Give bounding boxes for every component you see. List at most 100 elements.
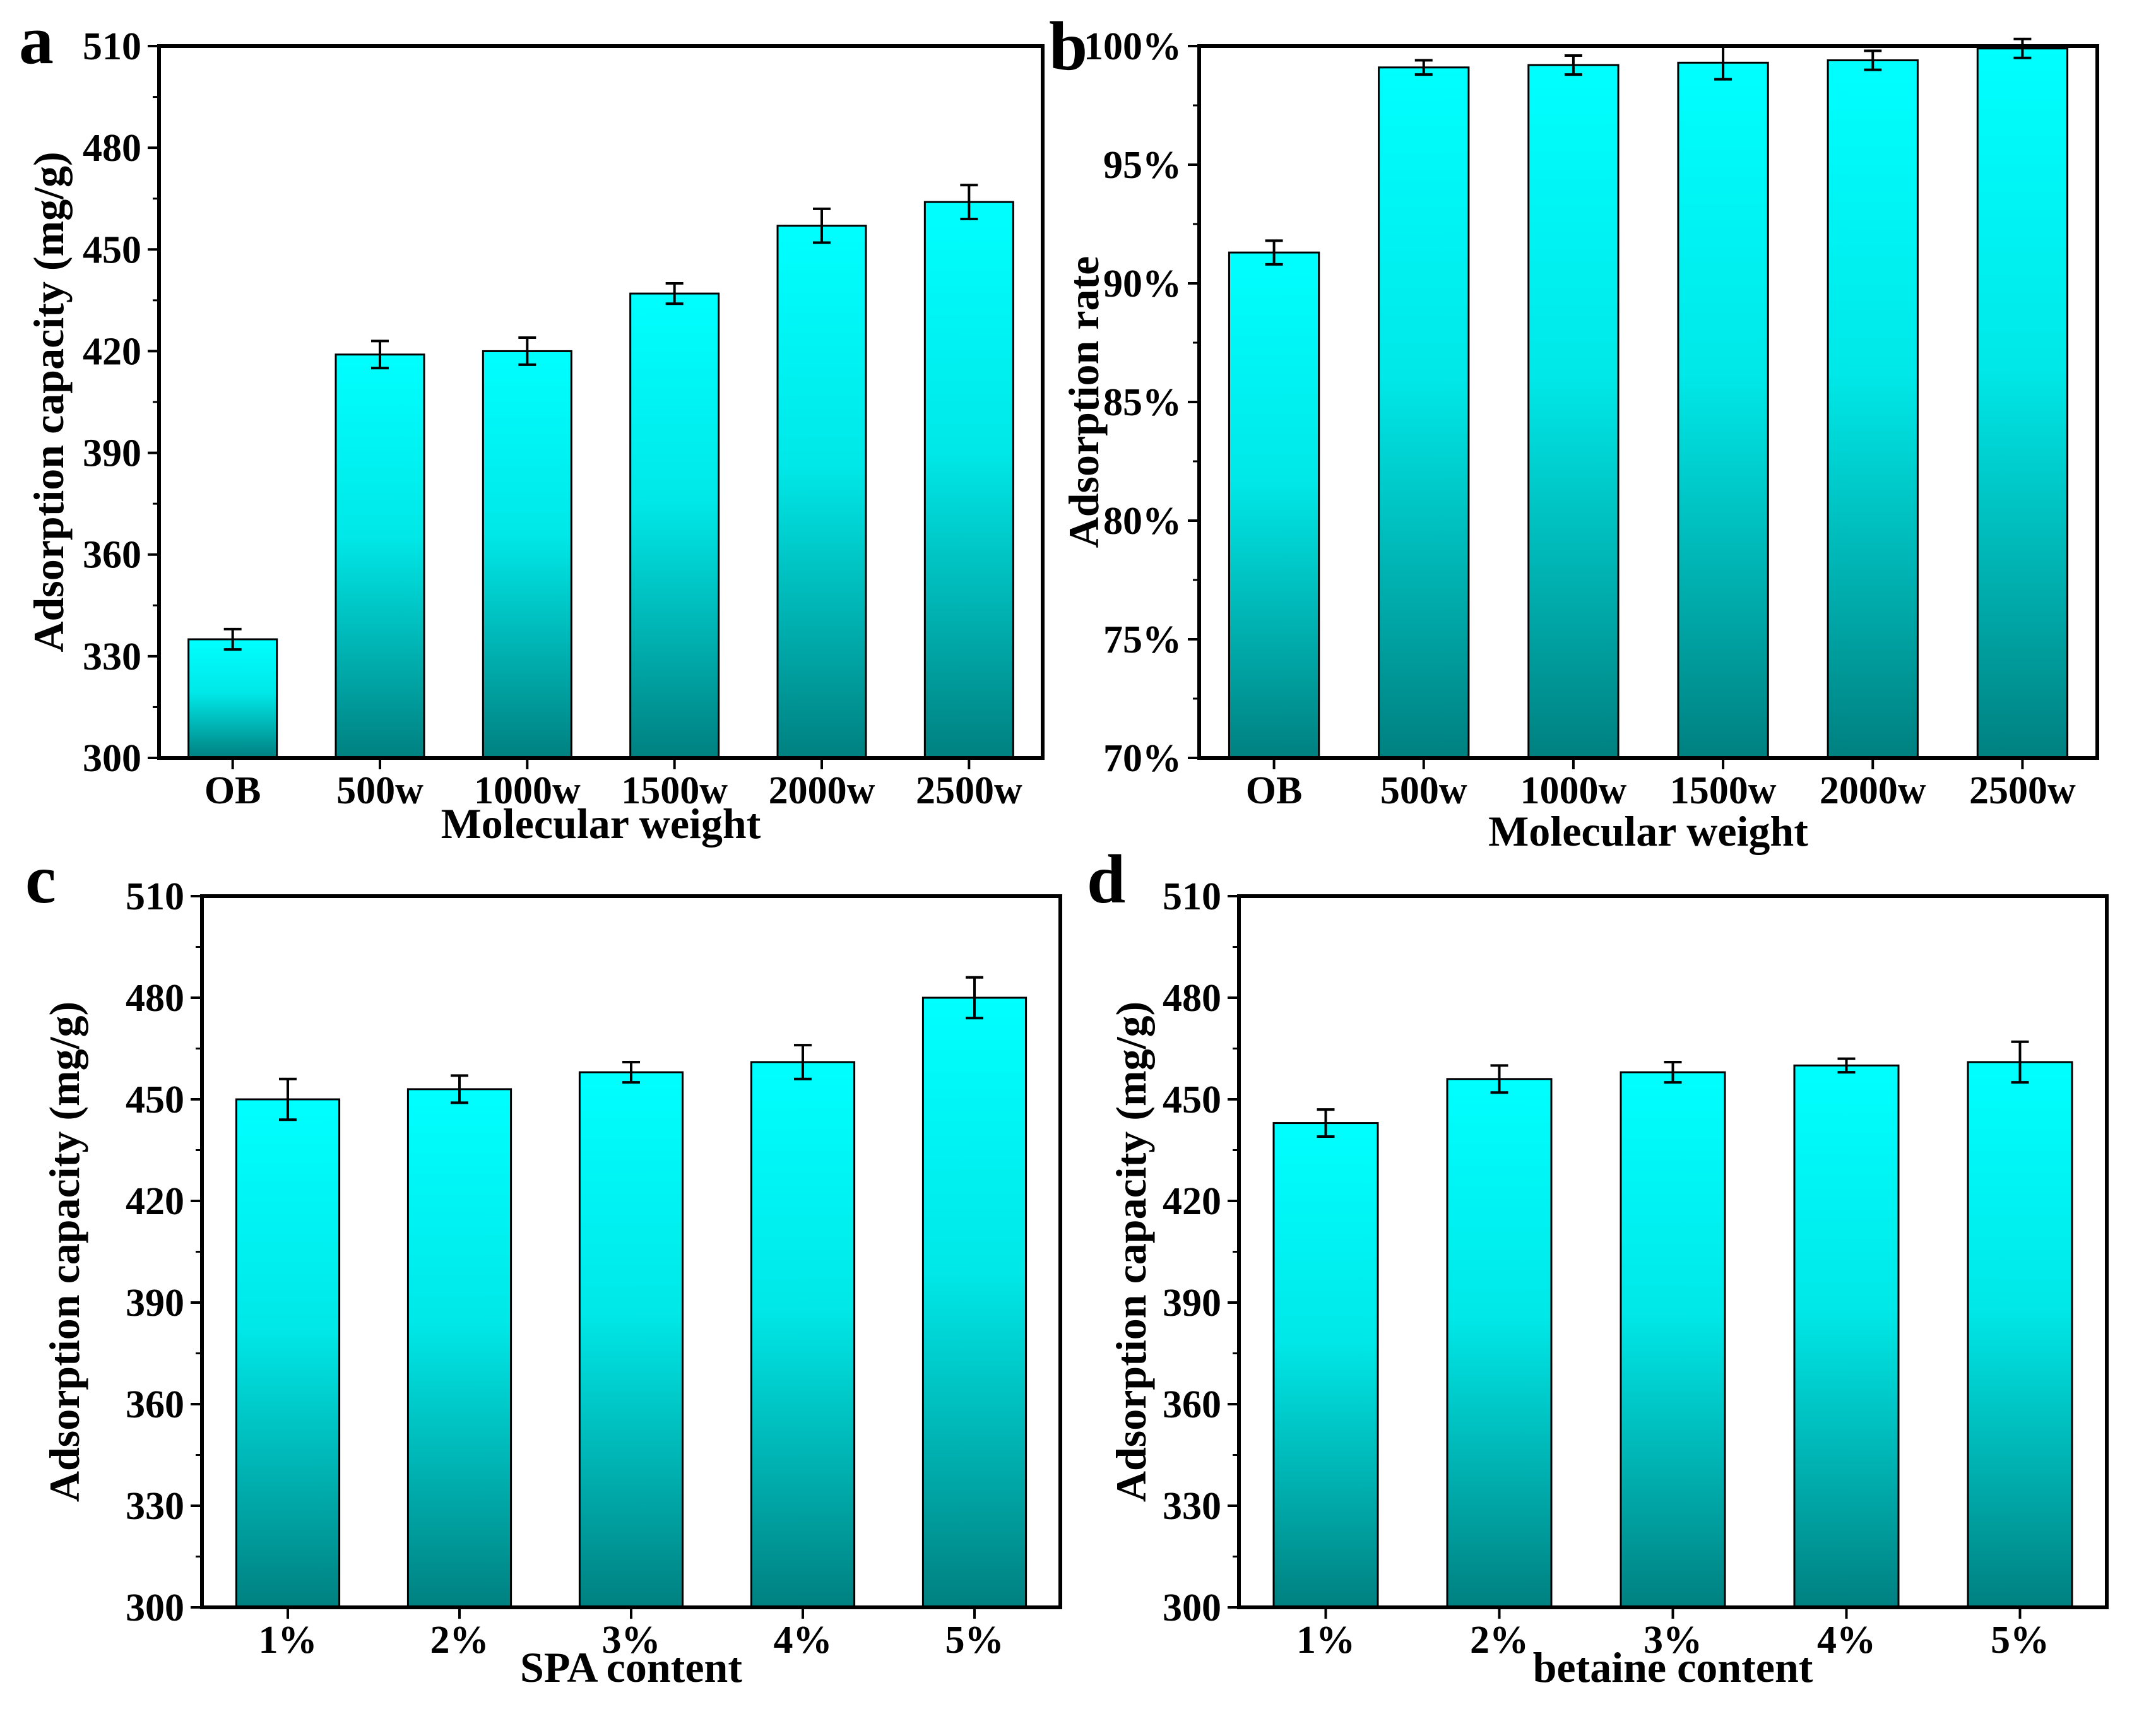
y-tick-label: 85% xyxy=(1103,381,1182,424)
error-bar-d-2 xyxy=(1664,1060,1682,1084)
x-axis-title: Molecular weight xyxy=(441,800,761,848)
y-axis-title: Adsorption rate xyxy=(1060,256,1108,548)
error-bar-a-1 xyxy=(371,340,389,370)
bar-c-1 xyxy=(406,1088,512,1609)
bar-c-4 xyxy=(921,996,1028,1609)
error-bar-a-4 xyxy=(813,207,831,244)
y-tick-label: 360 xyxy=(1163,1383,1221,1426)
y-tick-label: 390 xyxy=(1163,1282,1221,1325)
y-tick-label: 100% xyxy=(1084,25,1182,68)
x-axis-title: SPA content xyxy=(520,1643,742,1691)
bar-b-5 xyxy=(1976,47,2069,759)
error-bar-c-2 xyxy=(622,1060,640,1084)
x-tick-label: 1% xyxy=(259,1619,317,1662)
y-tick-label: 330 xyxy=(1163,1485,1221,1528)
x-tick-label: 5% xyxy=(1991,1619,2049,1662)
chart-panel-a: OB 500w 1000w 1500w 2000w 2500w 300 330 360 390 42… xyxy=(19,1,1045,848)
y-tick-label: 80% xyxy=(1103,500,1182,543)
error-bar-b-0 xyxy=(1265,239,1283,266)
error-bar-b-4 xyxy=(1864,49,1882,71)
bar-a-2 xyxy=(482,350,572,759)
y-tick-label: 390 xyxy=(83,432,141,475)
chart-panel-b: OB 500w 1000w 1500w 2000w 2500w 70% 75% 80% 85% 90… xyxy=(1049,8,2099,855)
y-tick-label: 480 xyxy=(1163,977,1221,1020)
error-bar-a-0 xyxy=(223,627,242,651)
y-axis-title: Adsorption capacity (mg/g) xyxy=(40,1002,88,1502)
error-bar-b-5 xyxy=(2013,37,2032,59)
plot-frame xyxy=(1237,894,2109,1609)
y-tick-label: 300 xyxy=(83,737,141,780)
y-tick-label: 390 xyxy=(126,1282,184,1325)
x-tick-label: 2500w xyxy=(1969,769,2076,812)
bar-d-3 xyxy=(1793,1064,1900,1609)
x-tick-label: 1500w xyxy=(1670,769,1777,812)
y-tick-label: 360 xyxy=(126,1383,184,1426)
y-tick-label: 450 xyxy=(126,1079,184,1121)
x-tick-label: 1000w xyxy=(474,769,581,812)
y-axis-title: Adsorption capacity (mg/g) xyxy=(1107,1002,1155,1502)
bar-c-2 xyxy=(578,1071,684,1609)
x-tick-label: 3% xyxy=(602,1619,661,1662)
y-tick-label: 480 xyxy=(83,127,141,170)
y-tick-label: 510 xyxy=(83,25,141,68)
y-tick-label: 90% xyxy=(1103,263,1182,305)
bar-a-5 xyxy=(923,201,1014,759)
y-tick-label: 510 xyxy=(1163,875,1221,918)
plot-frame xyxy=(200,894,1062,1609)
y-tick-label: 450 xyxy=(83,228,141,271)
bar-b-3 xyxy=(1677,61,1769,759)
y-tick-label: 330 xyxy=(83,635,141,678)
bar-b-2 xyxy=(1527,64,1620,759)
error-bar-a-3 xyxy=(665,282,684,305)
panel-letter: a xyxy=(19,1,54,78)
y-tick-label: 510 xyxy=(126,875,184,918)
y-tick-label: 330 xyxy=(126,1485,184,1528)
y-tick-label: 95% xyxy=(1103,144,1182,187)
y-tick-label: 75% xyxy=(1103,618,1182,661)
x-tick-label: 1000w xyxy=(1520,769,1627,812)
error-bar-a-5 xyxy=(960,184,978,220)
panel-letter: b xyxy=(1049,8,1087,85)
y-tick-label: 480 xyxy=(126,977,184,1020)
x-tick-label: 2% xyxy=(430,1619,489,1662)
panel-letter: d xyxy=(1087,841,1125,918)
bar-a-3 xyxy=(629,292,720,759)
x-axis-title: betaine content xyxy=(1533,1643,1813,1691)
bar-d-0 xyxy=(1272,1122,1379,1609)
y-tick-label: 420 xyxy=(1163,1180,1221,1223)
x-tick-label: 2000w xyxy=(769,769,875,812)
plot-frame xyxy=(157,44,1045,760)
error-bar-c-3 xyxy=(794,1044,812,1080)
x-tick-label: 5% xyxy=(945,1619,1004,1662)
x-tick-label: 1500w xyxy=(621,769,728,812)
x-tick-label: 4% xyxy=(1817,1619,1876,1662)
chart-panel-c: 1% 2% 3% 4% 5% 300 330 360 390 420 450 480 510 SPA co… xyxy=(25,841,1062,1691)
error-bar-d-3 xyxy=(1837,1057,1856,1074)
bar-c-0 xyxy=(235,1098,341,1609)
x-axis-title: Molecular weight xyxy=(1488,807,1808,855)
error-bar-c-0 xyxy=(279,1077,297,1121)
y-axis-title: Adsorption capacity (mg/g) xyxy=(25,151,73,652)
y-tick-label: 70% xyxy=(1103,737,1182,780)
error-bar-b-2 xyxy=(1564,54,1582,76)
bar-b-1 xyxy=(1378,66,1470,759)
panel-letter: c xyxy=(25,841,56,918)
y-tick-label: 360 xyxy=(83,534,141,577)
y-tick-label: 300 xyxy=(126,1587,184,1629)
bar-c-3 xyxy=(750,1061,856,1609)
error-bar-c-1 xyxy=(451,1074,468,1104)
plot-frame xyxy=(1197,44,2099,760)
bar-a-1 xyxy=(335,353,425,759)
x-tick-label: 500w xyxy=(1380,769,1467,812)
chart-panel-d: 1% 2% 3% 4% 5% 300 330 360 390 420 450 480 510 betain… xyxy=(1087,841,2109,1691)
x-tick-label: 4% xyxy=(774,1619,832,1662)
error-bar-b-1 xyxy=(1414,59,1433,76)
x-tick-label: 2% xyxy=(1470,1619,1529,1662)
y-tick-label: 450 xyxy=(1163,1079,1221,1121)
bar-b-4 xyxy=(1827,59,1919,759)
x-tick-label: 500w xyxy=(336,769,424,812)
x-tick-label: OB xyxy=(204,769,261,812)
x-tick-label: OB xyxy=(1246,769,1303,812)
x-tick-label: 3% xyxy=(1644,1619,1702,1662)
